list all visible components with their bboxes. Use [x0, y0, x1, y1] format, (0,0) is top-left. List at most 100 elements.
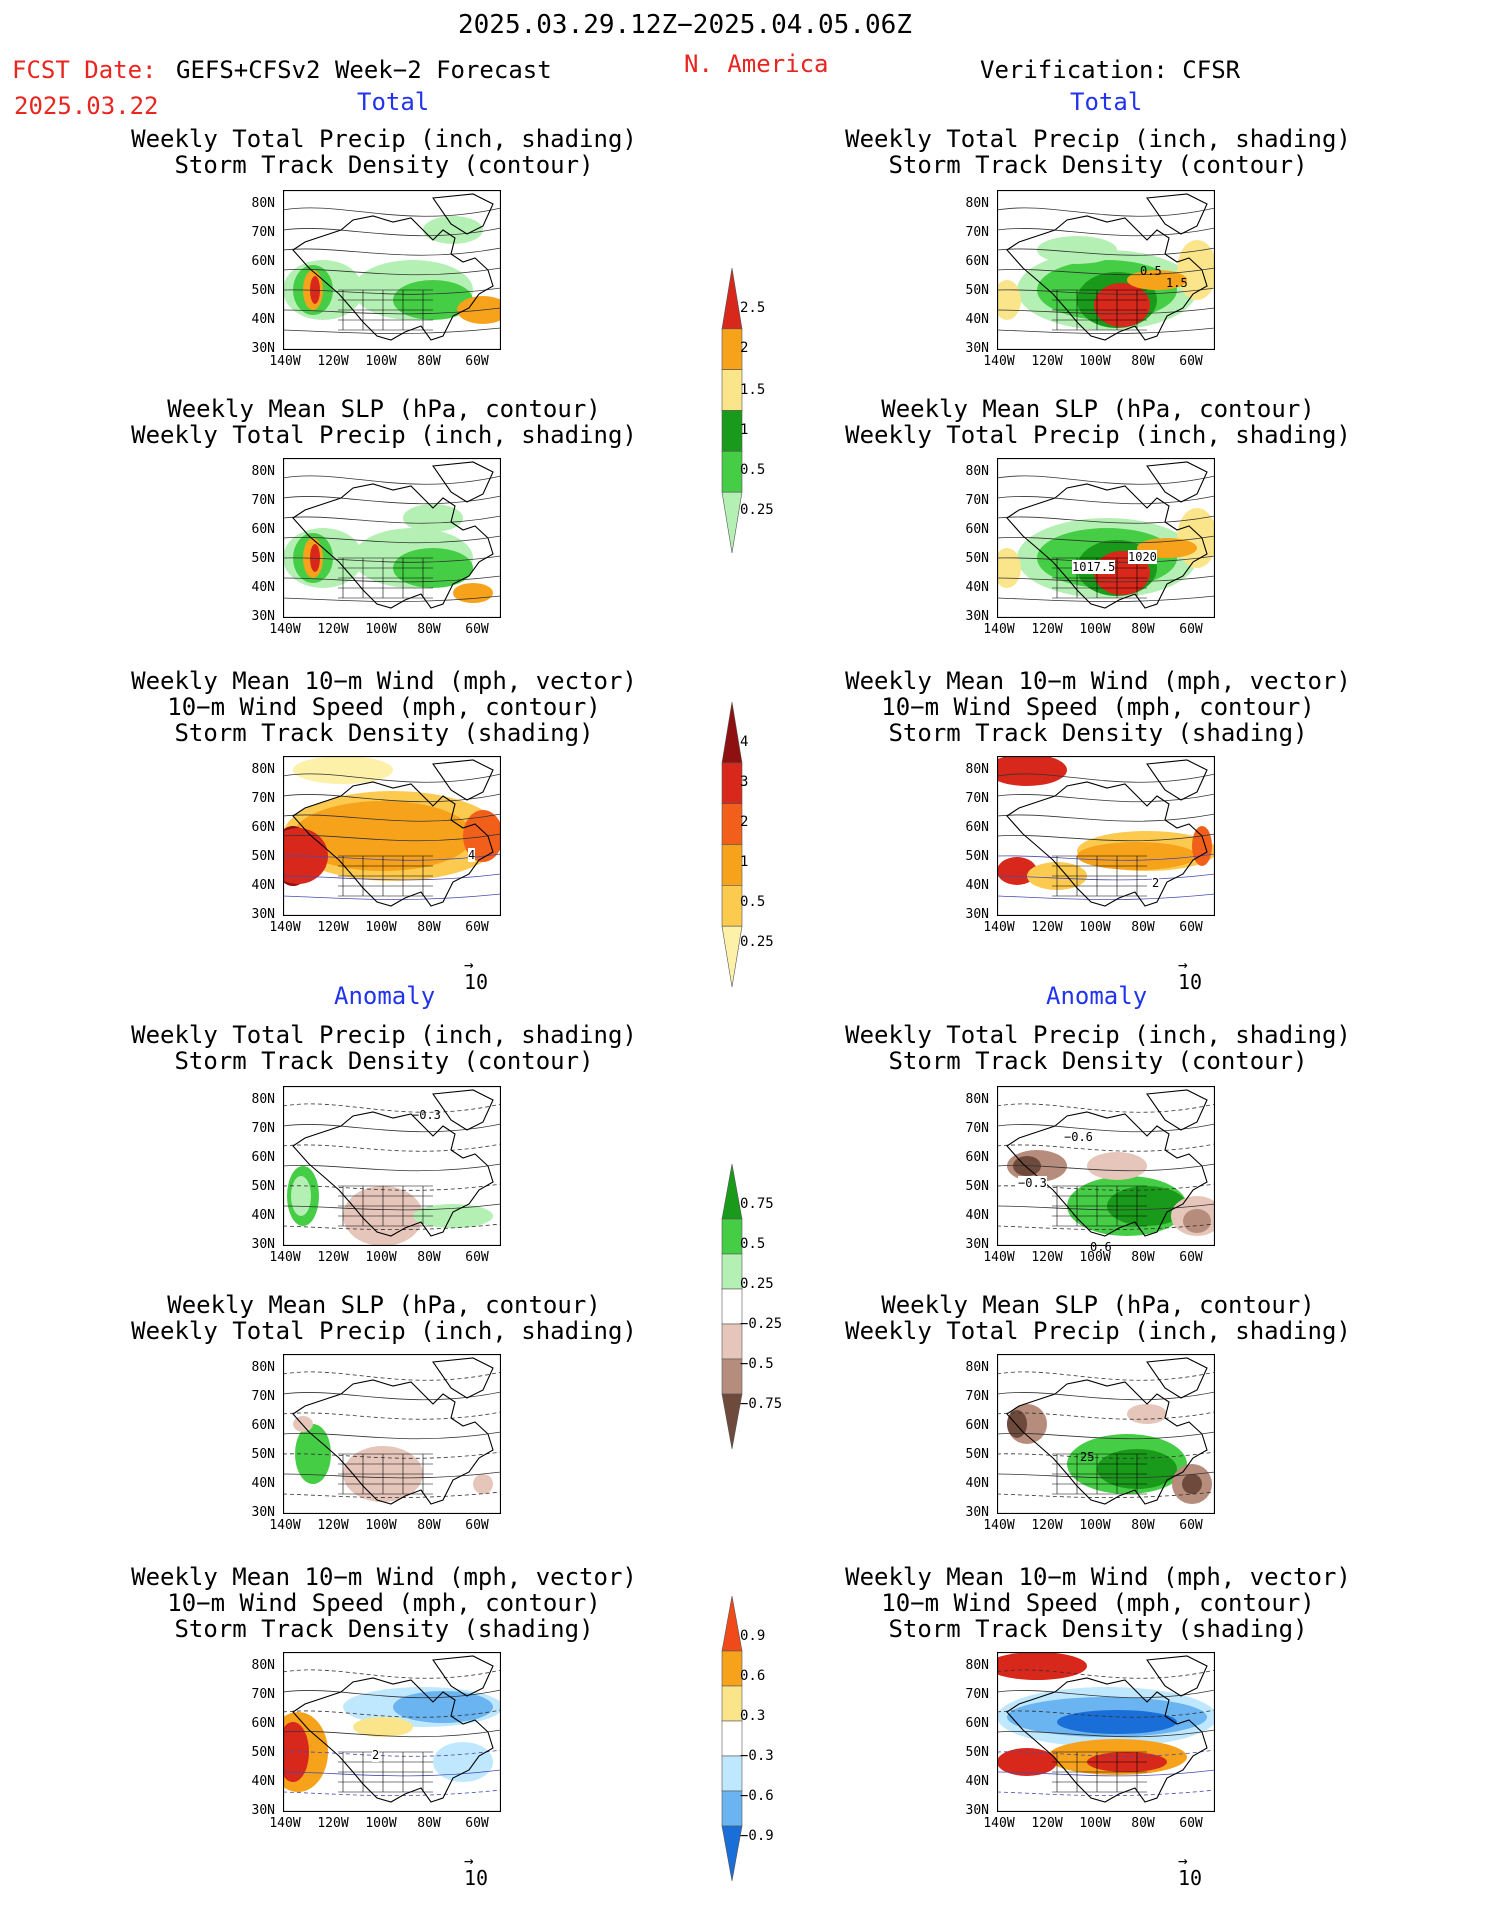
lon-tick-label: 80W [417, 1250, 441, 1265]
lat-tick-label: 30N [251, 341, 275, 356]
lat-tick-label: 40N [965, 580, 989, 595]
lon-tick-label: 60W [465, 1816, 489, 1831]
colorbar-label: 0.25 [740, 934, 774, 950]
lat-tick-label: 80N [965, 196, 989, 211]
lat-tick-label: 80N [251, 762, 275, 777]
colorbar-label: 2 [740, 340, 749, 356]
lon-tick-label: 100W [1079, 920, 1111, 935]
panel-title-anom-wind-verif: Weekly Mean 10−m Wind (mph, vector) 10−m… [845, 1563, 1351, 1643]
lat-tick-label: 30N [251, 1803, 275, 1818]
section-anomaly-right: Anomaly [1046, 982, 1148, 1010]
lon-tick-label: 140W [269, 622, 301, 637]
lon-tick-label: 100W [1079, 1250, 1111, 1265]
lat-tick-label: 30N [965, 609, 989, 624]
lat-tick-label: 70N [251, 791, 275, 806]
lon-tick-label: 60W [1179, 920, 1203, 935]
lon-tick-label: 140W [269, 354, 301, 369]
panel-title-total-slp-verif: Weekly Mean SLP (hPa, contour) Weekly To… [845, 395, 1351, 449]
forecast-model-label: GEFS+CFSv2 Week−2 Forecast [176, 56, 552, 84]
map-label: 1020 [1128, 550, 1157, 564]
lon-tick-label: 60W [465, 354, 489, 369]
colorbar-label: −0.5 [740, 1356, 774, 1372]
lat-tick-label: 80N [251, 1092, 275, 1107]
lat-tick-label: 80N [965, 1360, 989, 1375]
lon-tick-label: 140W [983, 622, 1015, 637]
colorbar-label: −0.75 [740, 1396, 783, 1412]
section-anomaly-left: Anomaly [334, 982, 436, 1010]
colorbar-label: 0.5 [740, 462, 766, 478]
colorbar-label: −0.25 [740, 1316, 783, 1332]
lon-tick-label: 120W [1031, 354, 1063, 369]
panel-title-anom-precip-fcst: Weekly Total Precip (inch, shading) Stor… [131, 1021, 637, 1075]
lon-tick-label: 140W [269, 920, 301, 935]
verification-label: Verification: CFSR [980, 56, 1241, 84]
lat-tick-label: 60N [965, 522, 989, 537]
lat-tick-label: 40N [251, 1208, 275, 1223]
lat-tick-label: 60N [965, 820, 989, 835]
map-panel-4-0 [283, 1354, 501, 1514]
map-label: 4 [468, 848, 476, 862]
lon-tick-label: 100W [365, 920, 397, 935]
lon-tick-label: 80W [417, 1816, 441, 1831]
lon-tick-label: 60W [465, 1250, 489, 1265]
map-label: 2 [1152, 876, 1160, 890]
lat-tick-label: 40N [965, 1208, 989, 1223]
region-label: N. America [684, 50, 829, 78]
lat-tick-label: 30N [965, 1505, 989, 1520]
panel-title-anom-slp-fcst: Weekly Mean SLP (hPa, contour) Weekly To… [131, 1291, 637, 1345]
lon-tick-label: 100W [365, 1816, 397, 1831]
panel-title-anom-wind-fcst: Weekly Mean 10−m Wind (mph, vector) 10−m… [131, 1563, 637, 1643]
lat-tick-label: 30N [251, 1505, 275, 1520]
panel-title-total-precip-verif: Weekly Total Precip (inch, shading) Stor… [845, 125, 1351, 179]
lat-tick-label: 50N [965, 849, 989, 864]
lon-tick-label: 80W [1131, 920, 1155, 935]
lat-tick-label: 50N [965, 283, 989, 298]
lon-tick-label: 120W [317, 1250, 349, 1265]
section-total-left: Total [357, 88, 430, 116]
lon-tick-label: 140W [269, 1816, 301, 1831]
section-total-right: Total [1070, 88, 1143, 116]
lat-tick-label: 70N [965, 1121, 989, 1136]
lat-tick-label: 50N [251, 1447, 275, 1462]
lon-tick-label: 100W [1079, 1518, 1111, 1533]
lat-tick-label: 80N [251, 1658, 275, 1673]
map-label: 25 [1080, 1450, 1095, 1464]
lon-tick-label: 120W [317, 1518, 349, 1533]
lon-tick-label: 100W [1079, 1816, 1111, 1831]
lon-tick-label: 100W [365, 354, 397, 369]
map-panel-5-0 [283, 1652, 501, 1812]
lat-tick-label: 30N [965, 1237, 989, 1252]
colorbar-track-total [721, 702, 743, 987]
colorbar-label: 1 [740, 854, 749, 870]
lon-tick-label: 140W [983, 920, 1015, 935]
lat-tick-label: 60N [965, 254, 989, 269]
map-label: −0.6 [1064, 1130, 1093, 1144]
lat-tick-label: 40N [965, 878, 989, 893]
lon-tick-label: 140W [269, 1250, 301, 1265]
lon-tick-label: 120W [1031, 1816, 1063, 1831]
lat-tick-label: 70N [965, 791, 989, 806]
lon-tick-label: 60W [465, 1518, 489, 1533]
lat-tick-label: 50N [251, 849, 275, 864]
map-panel-1-1 [997, 458, 1215, 618]
lon-tick-label: 100W [365, 622, 397, 637]
colorbar-label: 1.5 [740, 382, 766, 398]
lon-tick-label: 120W [317, 1816, 349, 1831]
lat-tick-label: 60N [251, 1150, 275, 1165]
lon-tick-label: 60W [465, 920, 489, 935]
lon-tick-label: 100W [1079, 622, 1111, 637]
lat-tick-label: 60N [251, 1716, 275, 1731]
lon-tick-label: 140W [983, 1518, 1015, 1533]
lon-tick-label: 60W [465, 622, 489, 637]
lat-tick-label: 60N [965, 1418, 989, 1433]
lon-tick-label: 140W [269, 1518, 301, 1533]
lat-tick-label: 70N [965, 493, 989, 508]
lat-tick-label: 30N [965, 1803, 989, 1818]
lat-tick-label: 70N [251, 1389, 275, 1404]
colorbar-label: 0.6 [740, 1668, 766, 1684]
lat-tick-label: 50N [965, 1179, 989, 1194]
lat-tick-label: 80N [965, 1658, 989, 1673]
colorbar-label: 0.5 [740, 1236, 766, 1252]
lat-tick-label: 70N [251, 1121, 275, 1136]
colorbar-label: 1 [740, 422, 749, 438]
